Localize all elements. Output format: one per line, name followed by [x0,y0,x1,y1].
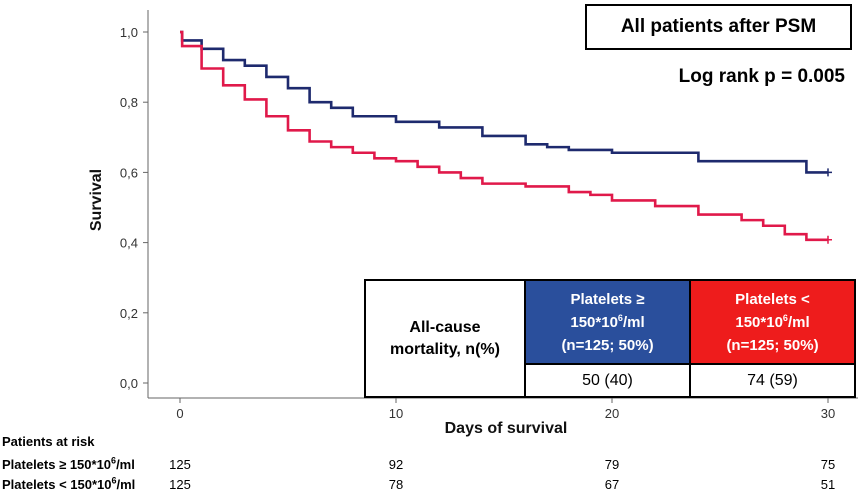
high-platelets-header-line1: Platelets ≥ [570,290,645,308]
risk-value-high: 79 [604,457,620,472]
mortality-label-line1: All-cause [409,318,481,336]
log-rank-p-value: Log rank p = 0.005 [678,66,845,87]
y-tick-label: 0,0 [120,376,138,391]
x-tick-label: 0 [176,406,183,421]
risk-value-low: 78 [388,477,404,492]
y-tick-label: 1,0 [120,25,138,40]
risk-value-low: 125 [169,477,191,492]
series-line-high-platelets [180,30,828,174]
x-tick-label: 20 [605,406,619,421]
mortality-table: All-cause mortality, n(%) Platelets ≥ 15… [364,279,856,398]
x-tick-label: 10 [389,406,403,421]
series-group [180,30,832,244]
risk-row-low-label: Platelets < 150*106/ml [2,475,136,492]
censor-mark [824,235,832,244]
x-tick-label: 30 [821,406,835,421]
low-platelets-header: Platelets < 150*106/ml (n=125; 50%) [689,279,856,365]
tick-group: 0,0 0,2 0,4 0,6 0,8 1,0 0 10 20 30 [120,25,835,421]
risk-value-high: 92 [388,457,404,472]
low-platelets-mortality-value: 74 (59) [689,363,856,398]
low-platelets-header-line3: (n=125; 50%) [726,336,819,354]
high-platelets-header-line2: 150*106/ml [570,312,645,331]
risk-value-low: 67 [604,477,620,492]
y-axis-title: Survival [88,169,105,231]
chart-title: All patients after PSM [585,4,852,50]
risk-value-low: 51 [820,477,836,492]
y-tick-label: 0,2 [120,306,138,321]
risk-value-high: 125 [169,457,191,472]
risk-row-high-label: Platelets ≥ 150*106/ml [2,455,135,472]
mortality-label-cell: All-cause mortality, n(%) [364,279,526,398]
y-tick-label: 0,6 [120,165,138,180]
low-platelets-header-line2: 150*106/ml [735,312,810,331]
x-axis-title: Days of survival [445,420,568,437]
y-tick-label: 0,8 [120,95,138,110]
patients-at-risk-title: Patients at risk [2,434,95,449]
series-line-low-platelets [180,30,828,242]
high-platelets-header: Platelets ≥ 150*106/ml (n=125; 50%) [524,279,691,365]
mortality-label-line2: mortality, n(%) [390,340,500,358]
censor-mark [824,168,832,177]
risk-value-high: 75 [820,457,836,472]
high-platelets-header-line3: (n=125; 50%) [561,336,654,354]
low-platelets-header-line1: Platelets < [735,290,810,308]
high-platelets-mortality-value: 50 (40) [524,363,691,398]
y-tick-label: 0,4 [120,236,138,251]
